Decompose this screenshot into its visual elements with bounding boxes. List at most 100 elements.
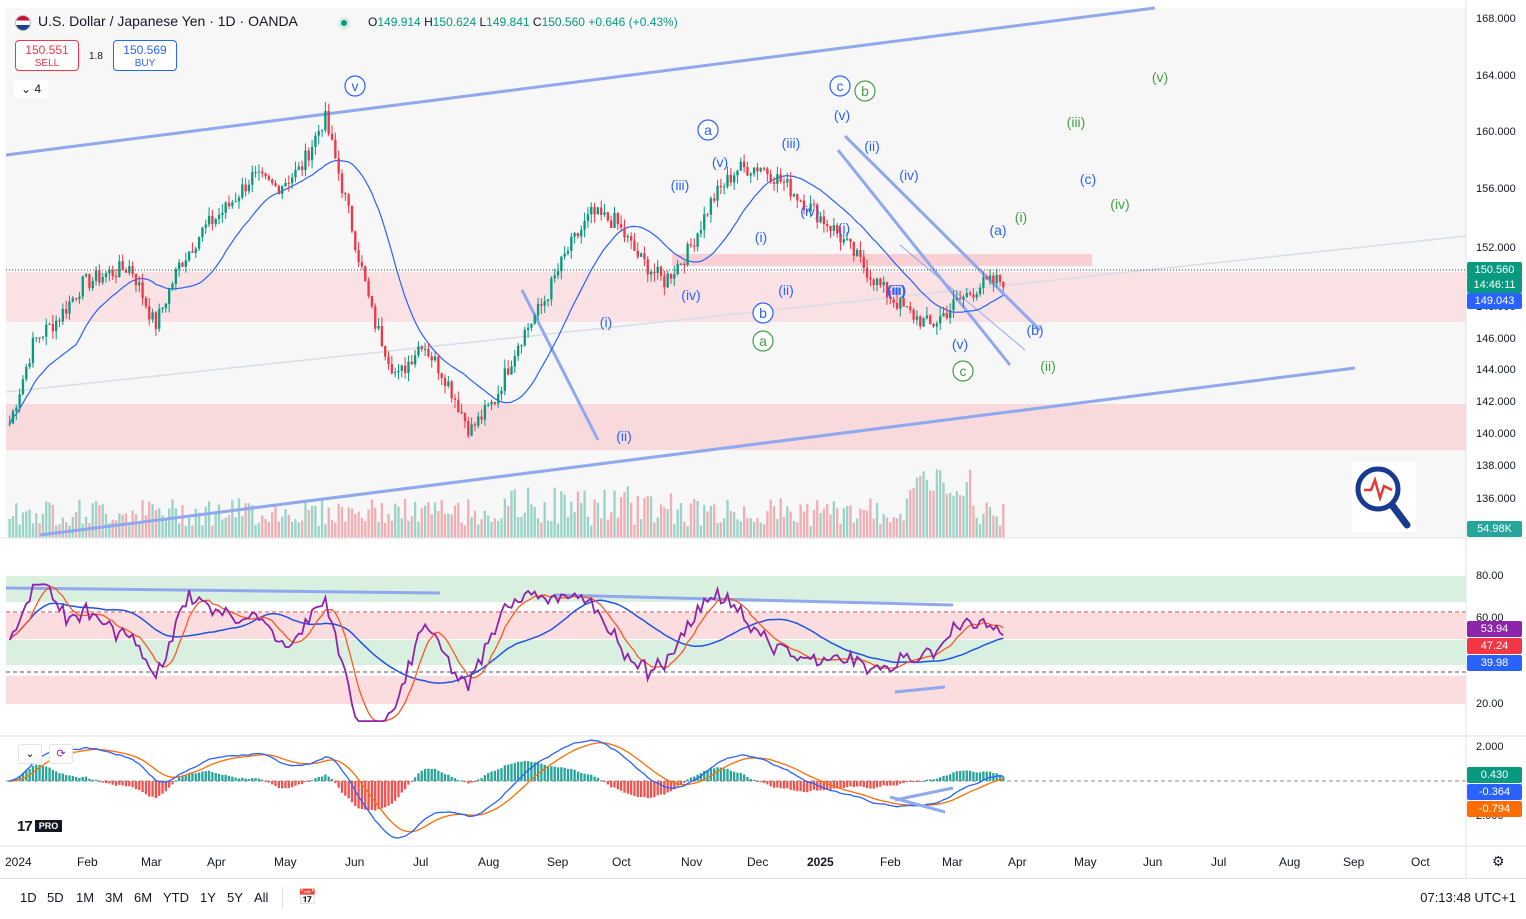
volume-bar xyxy=(214,511,217,538)
macd-hist-bar xyxy=(290,781,294,788)
macd-hist-bar xyxy=(427,768,430,781)
rsi-ma-line xyxy=(9,586,1004,722)
wave-label: b xyxy=(861,83,869,99)
range-ytd-button[interactable]: YTD xyxy=(163,890,189,905)
candle-body xyxy=(985,277,988,280)
candle-body xyxy=(590,206,593,215)
low-value: 149.841 xyxy=(486,15,530,29)
volume-bar xyxy=(726,499,729,538)
volume-bar xyxy=(786,506,789,538)
rsi-slow-line xyxy=(9,599,1004,684)
macd-hist-bar xyxy=(101,781,104,783)
volume-bar xyxy=(865,510,869,538)
lower-channel-line[interactable] xyxy=(39,366,1356,537)
candle-body xyxy=(154,312,158,329)
candle-body xyxy=(822,216,826,225)
range-1d-button[interactable]: 1D xyxy=(20,890,37,905)
candle-body xyxy=(606,212,610,221)
sell-button[interactable]: 150.551 SELL xyxy=(15,40,79,71)
candle-body xyxy=(483,404,487,420)
volume-bar xyxy=(207,501,211,538)
macd-hist-bar xyxy=(507,764,510,781)
time-tick: Mar xyxy=(141,855,162,869)
buy-button[interactable]: 150.569 BUY xyxy=(113,40,177,71)
time-tick: Jul xyxy=(1211,855,1227,869)
macd-hist-bar xyxy=(21,773,25,781)
candle-body xyxy=(310,146,314,161)
macd-hist-bar xyxy=(965,770,968,781)
macd-hist-bar xyxy=(563,767,566,781)
candle-body xyxy=(440,373,443,379)
macd-hist-bar xyxy=(839,781,842,789)
pane-collapse-button[interactable]: ⌄ xyxy=(18,744,42,764)
volume-bar xyxy=(686,525,689,538)
pane-refresh-button[interactable]: ⟳ xyxy=(49,744,73,764)
macd-hist-bar xyxy=(709,768,713,781)
candle-body xyxy=(181,262,184,267)
volume-bar xyxy=(467,499,470,538)
candle-body xyxy=(497,394,500,404)
volume-bar xyxy=(533,506,536,538)
candle-body xyxy=(61,309,64,322)
volume-bar xyxy=(540,522,543,538)
logo-mark: 17 xyxy=(17,818,33,835)
range-3m-button[interactable]: 3M xyxy=(105,890,124,905)
macd-hist-bar xyxy=(879,781,882,787)
range-5d-button[interactable]: 5D xyxy=(47,890,64,905)
volume-bar xyxy=(945,493,949,538)
volume-bar xyxy=(477,524,480,538)
macd-hist-bar xyxy=(310,780,314,782)
upper-channel-line[interactable] xyxy=(5,6,1156,157)
price-tick: 140.000 xyxy=(1476,428,1516,440)
low-label: L xyxy=(479,15,487,29)
macd-hist-bar xyxy=(104,781,108,784)
time-tick: Nov xyxy=(681,855,703,869)
volume-bar xyxy=(320,498,324,538)
candle-body xyxy=(570,236,573,251)
candle-body xyxy=(556,271,560,276)
range-6m-button[interactable]: 6M xyxy=(134,890,153,905)
macd-hist-bar xyxy=(746,776,749,781)
candle-body xyxy=(104,273,108,278)
volume-bar xyxy=(473,510,477,538)
macd-hist-bar xyxy=(912,781,915,783)
candle-body xyxy=(168,288,171,304)
settings-gear-icon[interactable]: ⚙ xyxy=(1492,853,1505,869)
utc-clock[interactable]: 07:13:48 UTC+1 xyxy=(1420,890,1516,905)
macd-hist-bar xyxy=(546,766,550,781)
candle-body xyxy=(78,296,81,300)
volume-bar xyxy=(985,502,988,538)
calendar-icon[interactable]: 📅 xyxy=(298,889,317,906)
range-1y-button[interactable]: 1Y xyxy=(200,890,216,905)
volume-bar xyxy=(885,517,889,538)
candle-body xyxy=(732,175,736,183)
candle-body xyxy=(294,169,297,178)
macd-hist-bar xyxy=(729,770,732,781)
macd-hist-bar xyxy=(949,774,952,781)
tradingview-logo[interactable]: 17 PRO xyxy=(17,818,63,835)
volume-bar xyxy=(596,502,600,538)
candle-body xyxy=(307,150,310,161)
indicators-toggle-button[interactable]: ⌄ 4 xyxy=(14,80,48,98)
candle-body xyxy=(94,270,98,281)
time-tick: Aug xyxy=(478,855,500,869)
volume-bar xyxy=(732,511,736,538)
macd-hist-bar xyxy=(467,781,470,784)
range-all-button[interactable]: All xyxy=(254,890,269,905)
volume-bar xyxy=(128,525,131,538)
range-1m-button[interactable]: 1M xyxy=(76,890,95,905)
range-5y-button[interactable]: 5Y xyxy=(227,890,243,905)
candle-body xyxy=(869,277,872,280)
volume-bar xyxy=(447,513,450,538)
candle-body xyxy=(111,270,114,276)
macd-hist-bar xyxy=(264,781,267,782)
macd-hist-bar xyxy=(251,778,254,781)
symbol-title[interactable]: U.S. Dollar / Japanese Yen · 1D · OANDA xyxy=(38,13,298,29)
price-tick: 146.000 xyxy=(1476,333,1516,345)
macd-histogram xyxy=(8,760,1005,811)
macd-hist-bar xyxy=(151,781,154,797)
volume-bar xyxy=(493,518,497,538)
candle-body xyxy=(766,168,769,175)
volume-bar xyxy=(782,516,786,538)
